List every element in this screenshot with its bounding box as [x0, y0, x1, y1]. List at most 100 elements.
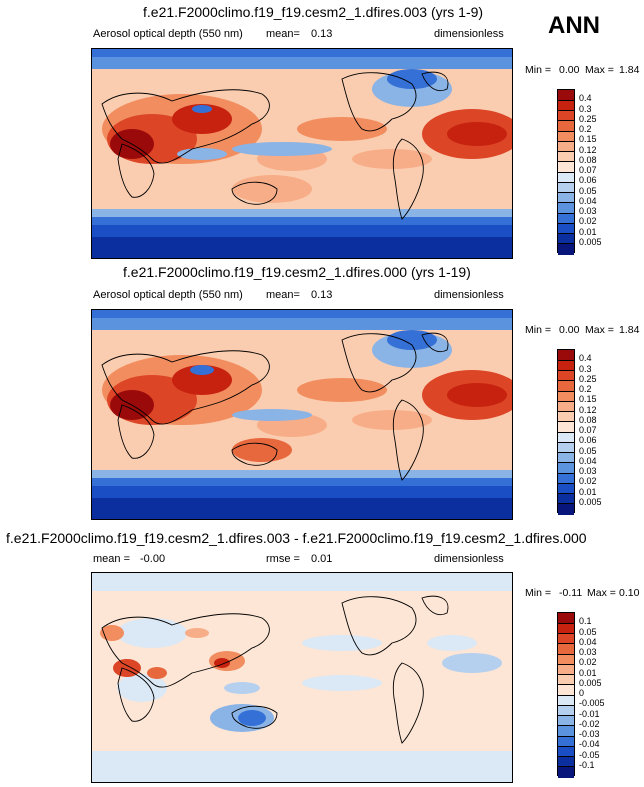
colorbar-swatch — [558, 493, 574, 505]
colorbar-swatch — [558, 613, 574, 624]
colorbar-swatch — [558, 360, 574, 371]
colorbar-swatch — [558, 705, 574, 716]
colorbar-tick-label: 0.02 — [579, 216, 597, 227]
colorbar-swatch — [558, 421, 574, 433]
colorbar-tick-label: 0.15 — [579, 134, 597, 145]
colorbar-separator — [558, 472, 574, 474]
colorbar-separator — [558, 766, 574, 768]
colorbar-separator — [558, 745, 574, 747]
colorbar-tick-label: 0.15 — [579, 394, 597, 405]
colorbar-separator — [558, 140, 574, 142]
colorbar-separator — [558, 161, 574, 163]
colorbar-separator — [558, 222, 574, 224]
panel-2-min-label: Min = — [525, 324, 551, 336]
colorbar-tick-label: 0 — [579, 688, 585, 698]
colorbar-separator — [558, 370, 574, 371]
panel-1-max-value: 1.84 — [619, 64, 640, 76]
colorbar-swatch — [558, 350, 574, 361]
colorbar-swatch — [558, 182, 574, 193]
panel-2-map-field — [92, 310, 512, 519]
colorbar-separator — [558, 725, 574, 727]
panel-2-map — [91, 309, 513, 520]
panel-2-mean-label: mean= — [266, 289, 300, 301]
colorbar-tick-label: -0.1 — [579, 759, 595, 770]
colorbar-swatch — [558, 725, 574, 737]
colorbar-separator — [558, 622, 574, 624]
colorbar-swatch — [558, 462, 574, 474]
colorbar-separator — [558, 452, 574, 453]
colorbar-separator — [558, 421, 574, 423]
colorbar-swatch — [558, 623, 574, 634]
colorbar-separator — [558, 243, 574, 245]
colorbar-swatch — [558, 100, 574, 111]
panel-1-map-field — [92, 49, 512, 258]
colorbar-swatch — [558, 664, 574, 675]
colorbar-separator — [558, 192, 574, 193]
colorbar-tick-label: 0.08 — [579, 154, 597, 165]
colorbar-separator — [558, 181, 574, 183]
panel-2-mean-value: 0.13 — [311, 289, 333, 301]
colorbar-separator — [558, 735, 574, 737]
colorbar-tick-label: -0.01 — [579, 708, 600, 719]
colorbar-separator — [558, 130, 574, 132]
colorbar-swatch — [558, 223, 574, 234]
panel-1-min-label: Min = — [525, 64, 551, 76]
colorbar-swatch — [558, 131, 574, 142]
colorbar-separator — [558, 643, 574, 645]
colorbar-separator — [558, 110, 574, 111]
colorbar-swatch — [558, 503, 574, 515]
panel-3-rmse-label: rmse = — [266, 553, 300, 565]
colorbar-tick-label: 0.04 — [579, 195, 597, 206]
colorbar-separator — [558, 503, 574, 505]
panel-3-title: f.e21.F2000climo.f19_f19.cesm2_1.dfires.… — [6, 530, 587, 546]
colorbar-swatch — [558, 233, 574, 245]
colorbar-separator — [558, 411, 574, 412]
panel-3-map-field — [92, 573, 512, 782]
panel-3-units: dimensionless — [434, 553, 504, 565]
colorbar-swatch — [558, 633, 574, 645]
colorbar-tick-label: 0.03 — [579, 647, 597, 657]
panel-3-colorbar — [557, 612, 575, 778]
colorbar-separator — [558, 202, 574, 204]
colorbar-swatch — [558, 674, 574, 686]
colorbar-separator — [558, 359, 574, 361]
colorbar-separator — [558, 151, 574, 152]
panel-1-mean-value: 0.13 — [311, 28, 333, 40]
panel-3-min-value: -0.11 — [559, 587, 583, 599]
colorbar-tick-label: 0.06 — [579, 435, 597, 446]
colorbar-separator — [558, 400, 574, 402]
colorbar-separator — [558, 715, 574, 716]
panel-3-mean-label: mean = — [93, 553, 130, 565]
colorbar-separator — [558, 431, 574, 433]
colorbar-swatch — [558, 243, 574, 255]
panel-2-max-label: Max = — [585, 324, 614, 336]
colorbar-tick-label: 0.4 — [579, 353, 592, 364]
colorbar-tick-label: -0.03 — [579, 729, 600, 739]
colorbar-tick-label: 0.12 — [579, 404, 597, 415]
colorbar-swatch — [558, 172, 574, 183]
colorbar-separator — [558, 171, 574, 173]
colorbar-separator — [558, 441, 574, 443]
colorbar-swatch — [558, 110, 574, 122]
colorbar-tick-label: 0.02 — [579, 657, 597, 668]
colorbar-separator — [558, 704, 574, 706]
colorbar-swatch — [558, 654, 574, 665]
colorbar-separator — [558, 493, 574, 494]
colorbar-tick-label: -0.04 — [579, 739, 600, 750]
colorbar-swatch — [558, 715, 574, 727]
colorbar-swatch — [558, 370, 574, 382]
panel-1-title: f.e21.F2000climo.f19_f19.cesm2_1.dfires.… — [143, 4, 484, 20]
colorbar-separator — [558, 212, 574, 214]
colorbar-tick-label: 0.07 — [579, 165, 597, 175]
colorbar-tick-label: 0.05 — [579, 626, 597, 637]
colorbar-swatch — [558, 452, 574, 464]
colorbar-swatch — [558, 202, 574, 214]
panel-1-variable: Aerosol optical depth (550 nm) — [93, 28, 243, 40]
colorbar-swatch — [558, 411, 574, 423]
colorbar-tick-label: -0.05 — [579, 749, 600, 760]
colorbar-tick-label: 0.05 — [579, 185, 597, 196]
colorbar-tick-label: 0.3 — [579, 103, 592, 114]
panel-3-max-value: 0.10 — [619, 587, 640, 599]
colorbar-separator — [558, 684, 574, 686]
colorbar-tick-label: 0.005 — [579, 236, 602, 247]
